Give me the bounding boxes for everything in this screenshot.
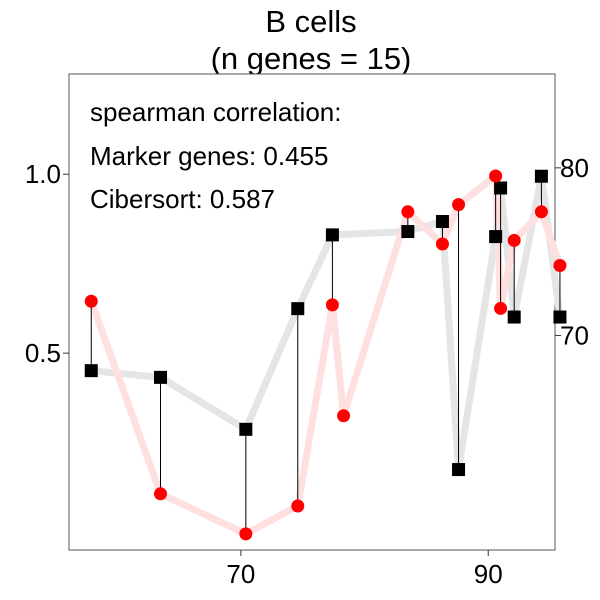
square-marker [325, 228, 339, 242]
annotation-marker-genes: Marker genes: 0.455 [90, 141, 328, 171]
circle-marker [154, 487, 168, 501]
circle-marker [337, 409, 351, 423]
series-markers [84, 169, 567, 541]
circle-marker [534, 205, 548, 219]
circle-marker [239, 527, 253, 541]
circle-marker [452, 198, 466, 212]
y-tick-label: 1.0 [25, 159, 61, 189]
square-marker [452, 463, 466, 477]
chart-subtitle: (n genes = 15) [211, 41, 412, 76]
circle-marker [291, 499, 305, 513]
circle-marker [84, 294, 98, 308]
circle-marker [325, 298, 339, 312]
square-marker [507, 310, 521, 324]
chart-title: B cells [265, 4, 356, 39]
square-marker [84, 364, 98, 378]
square-marker [489, 230, 503, 244]
square-marker [534, 169, 548, 183]
circle-marker [435, 237, 449, 251]
circle-marker [489, 169, 503, 183]
annotation-heading: spearman correlation: [90, 97, 341, 127]
y-tick-label: 0.5 [25, 338, 61, 368]
square-marker [154, 370, 168, 384]
x-tick-label: 90 [474, 559, 503, 589]
square-marker [401, 225, 415, 239]
circle-marker [494, 301, 508, 315]
series-line-left [87, 172, 564, 538]
circle-marker [507, 233, 521, 247]
annotation-cibersort: Cibersort: 0.587 [90, 184, 275, 214]
y2-tick-label: 70 [560, 320, 589, 350]
square-marker [435, 214, 449, 228]
square-marker [291, 302, 305, 316]
circle-marker [401, 205, 415, 219]
y2-tick-label: 80 [560, 153, 589, 183]
circle-marker [553, 258, 567, 272]
square-marker [553, 310, 567, 324]
square-marker [494, 181, 508, 195]
x-tick-label: 70 [226, 559, 255, 589]
axes: 0.5 1.0 70 80 70 90 [25, 153, 589, 589]
square-marker [239, 422, 253, 436]
